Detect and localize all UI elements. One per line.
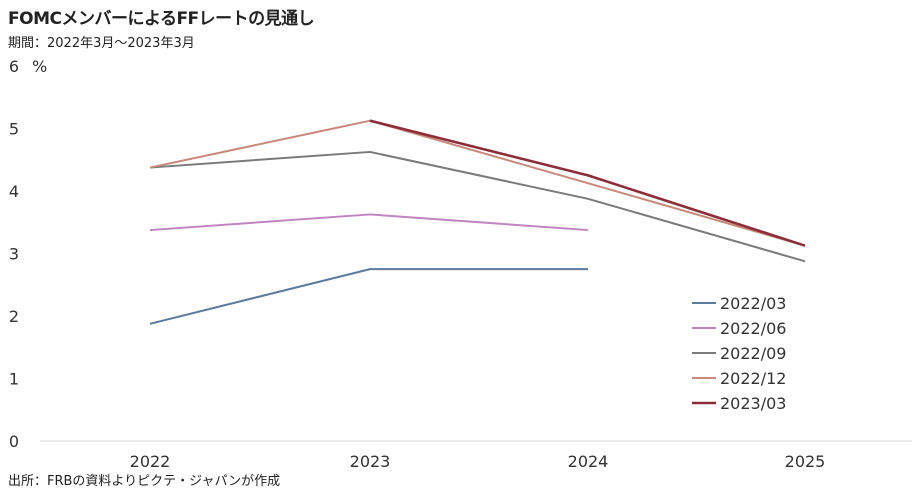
series-line-2022-12: [149, 119, 806, 247]
y-tick-label: 2: [9, 307, 19, 326]
y-tick-label: 5: [9, 120, 19, 139]
y-tick-label: 6: [9, 57, 19, 76]
legend-label: 2022/06: [720, 319, 786, 338]
x-tick-label: 2022: [130, 452, 171, 471]
legend-label: 2022/09: [720, 344, 786, 363]
series-line-2022-09: [149, 150, 806, 263]
series-line-2022-03: [149, 268, 588, 325]
legend-label: 2022/12: [720, 369, 786, 388]
y-tick-label: 3: [9, 245, 19, 264]
x-tick-label: 2023: [350, 452, 391, 471]
chart-title: FOMCメンバーによるFFレートの見通し: [8, 9, 315, 29]
y-tick-label: 1: [9, 370, 19, 389]
source-note: 出所：FRBの資料よりピクテ・ジャパンが作成: [8, 474, 281, 489]
legend-label: 2022/03: [720, 294, 786, 313]
legend-label: 2023/03: [720, 394, 786, 413]
y-tick-label: 0: [9, 432, 19, 451]
y-axis-unit: %: [32, 57, 47, 76]
series-line-2022-06: [149, 213, 589, 232]
x-axis: 2022 2023 2024 2025: [130, 452, 826, 471]
y-tick-label: 4: [9, 182, 19, 201]
x-tick-label: 2024: [568, 452, 609, 471]
y-axis: 0 1 2 3 4 5 6: [9, 57, 19, 451]
legend: 2022/03 2022/06 2022/09 2022/12 2023/03: [692, 294, 786, 413]
series-line-2023-03: [369, 119, 806, 247]
series-lines: [149, 119, 806, 325]
x-tick-label: 2025: [785, 452, 826, 471]
chart-subtitle: 期間：2022年3月～2023年3月: [8, 36, 195, 51]
